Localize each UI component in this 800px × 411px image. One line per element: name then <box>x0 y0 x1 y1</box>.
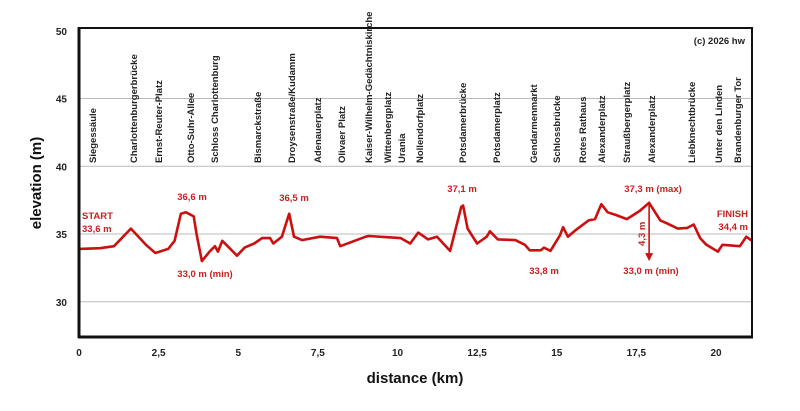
station-label: Bismarckstraße <box>253 92 264 163</box>
x-tick-label: 20 <box>710 348 722 359</box>
station-label: Siegessäule <box>88 108 99 163</box>
copyright: (c) 2026 hw <box>694 36 746 47</box>
x-tick-label: 10 <box>392 348 404 359</box>
x-tick-label: 15 <box>551 348 563 359</box>
station-label: Schlossbrücke <box>552 95 563 163</box>
station-label: Rotes Rathaus <box>578 96 589 163</box>
annotation-label: 33,8 m <box>529 266 559 277</box>
y-axis-title: elevation (m) <box>28 137 45 230</box>
station-label: Nollendorfplatz <box>415 94 426 163</box>
station-label: Brandenburger Tor <box>733 77 744 163</box>
annotation-label: 34,4 m <box>718 222 748 233</box>
y-tick-label: 35 <box>56 230 68 241</box>
annotation-label: FINISH <box>717 209 748 220</box>
station-label: Straußbergerplatz <box>622 81 633 163</box>
station-label: Olivaer Platz <box>337 106 348 163</box>
difference-arrow <box>645 202 654 262</box>
station-label: Potsdamerbrücke <box>458 83 469 163</box>
station-label: Alexanderplatz <box>597 95 608 163</box>
station-label: Liebknechtbrücke <box>687 82 698 163</box>
station-labels: Siegessäule Charlottenburgerbrücke Ernst-R… <box>88 12 744 163</box>
annotation-label: 33,0 m (min) <box>177 269 232 280</box>
station-label: Droysenstraße/Kudamm <box>287 53 298 163</box>
station-label: Kaiser-Wilhelm-Gedächtniskirche <box>364 12 375 163</box>
station-label: Ernst-Reuter-Platz <box>154 80 165 163</box>
station-label: Wittenbergplatz <box>383 92 394 163</box>
annotations: START 33,6 m 36,6 m 33,0 m (min) 36,5 m 37,1 … <box>82 184 748 280</box>
y-tick-labels: 30 35 40 45 50 <box>56 27 68 309</box>
station-label: Gendarmenmarkt <box>529 83 540 163</box>
station-label: Unter den Linden <box>714 85 725 163</box>
annotation-label: 37,1 m <box>447 184 477 195</box>
x-tick-label: 5 <box>235 348 241 359</box>
annotation-label: 37,3 m (max) <box>624 184 682 195</box>
station-label: Schloss Charlottenburg <box>210 55 221 163</box>
annotation-label: 33,6 m <box>82 224 112 235</box>
x-tick-label: 12,5 <box>467 348 487 359</box>
plot-frame <box>78 27 753 338</box>
y-tick-label: 30 <box>56 298 68 309</box>
x-tick-label: 7,5 <box>311 348 325 359</box>
arrow-head <box>645 253 654 262</box>
grid-lines <box>79 98 752 303</box>
station-label: Adenauerplatz <box>313 97 324 163</box>
annotation-label: 33,0 m (min) <box>623 266 678 277</box>
x-tick-label: 0 <box>76 348 82 359</box>
station-label: Charlottenburgerbrücke <box>129 54 140 163</box>
x-tick-label: 2,5 <box>152 348 166 359</box>
x-tick-label: 17,5 <box>627 348 647 359</box>
annotation-label: START <box>82 211 113 222</box>
y-tick-label: 45 <box>56 95 68 106</box>
y-tick-label: 40 <box>56 162 68 173</box>
difference-label: 4,3 m <box>637 222 648 246</box>
annotation-label: 36,5 m <box>279 193 309 204</box>
station-label: Otto-Suhr-Allee <box>186 93 197 163</box>
x-axis-title: distance (km) <box>367 370 464 387</box>
station-label: Urania <box>397 133 408 163</box>
station-label: Potsdamerplatz <box>492 92 503 163</box>
station-label: Alexanderplatz <box>647 95 658 163</box>
annotation-label: 36,6 m <box>177 192 207 203</box>
y-tick-label: 50 <box>56 27 68 38</box>
elevation-line <box>78 201 753 263</box>
x-tick-labels: 0 2,5 5 7,5 10 12,5 15 17,5 20 <box>76 348 722 359</box>
